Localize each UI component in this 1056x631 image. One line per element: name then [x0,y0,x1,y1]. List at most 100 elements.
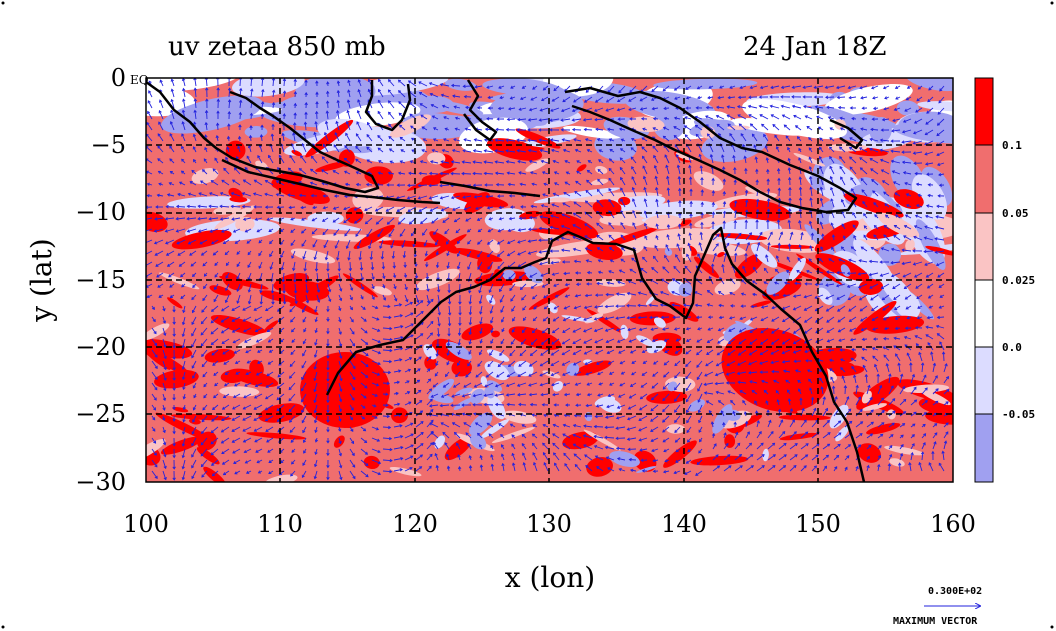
wind-vector [926,326,934,329]
wind-vector [506,139,516,142]
wind-vector [382,382,390,384]
wind-vector-head [336,99,340,103]
wind-vector-head [861,189,865,193]
wind-vector [734,242,740,252]
wind-vector-head [343,157,348,161]
wind-vector [439,184,450,187]
wind-vector [938,283,945,288]
wind-vector-head [847,297,851,301]
wind-vector [265,180,274,186]
wind-vector-head [631,257,635,261]
wind-vector-head [913,120,918,124]
wind-vector [767,198,770,208]
wind-vector [853,375,857,384]
wind-vector-head [313,389,317,393]
wind-vector-head [736,242,740,246]
wind-vector-head [708,410,712,414]
wind-vector [541,338,549,345]
wind-vector-head [739,85,743,90]
wind-vector [935,238,945,241]
wind-vector-head [146,193,150,198]
wind-vector [426,294,430,304]
wind-vector-head [597,259,601,263]
wind-vector [158,121,164,131]
wind-vector [407,195,417,199]
wind-vector [501,316,505,323]
wind-vector-head [663,116,667,121]
wind-vector [726,371,736,376]
wind-vector [849,166,857,175]
wind-vector [431,393,439,398]
wind-vector-head [583,305,588,310]
wind-vector [146,122,153,131]
wind-vector-head [901,261,905,266]
wind-vector [444,228,450,234]
wind-vector [278,360,285,366]
wind-vector-head [790,231,794,235]
wind-vector-head [894,85,899,90]
wind-vector [663,145,670,153]
wind-vector-head [439,196,443,200]
wind-vector [210,316,219,324]
wind-vector-head [426,288,430,292]
wind-vector [891,150,901,153]
wind-vector [858,283,868,289]
wind-vector-head [604,304,608,309]
wind-vector-head [428,196,432,200]
wind-vector-head [158,121,162,125]
wind-vector [277,371,285,378]
wind-vector-head [454,127,458,131]
wind-vector-head [311,218,315,222]
wind-vector [324,132,329,142]
wind-vector [597,247,604,252]
wind-vector [685,360,692,367]
wind-vector-head [531,413,535,417]
wind-vector-head [221,229,225,233]
wind-vector-head [697,253,701,257]
wind-vector-head [505,128,510,132]
wind-vector-head [594,414,598,419]
wind-vector-head [248,134,253,139]
wind-vector-head [414,263,418,268]
wind-vector-head [225,262,229,267]
wind-vector-head [902,274,906,278]
wind-vector-head [739,390,743,394]
wind-vector-head [673,135,677,139]
wind-vector-head [304,111,308,115]
wind-vector [642,349,648,353]
wind-vector-head [377,351,382,355]
wind-vector-head [162,320,167,324]
wind-vector [212,168,219,175]
wind-vector-head [288,409,292,413]
wind-vector-head [837,308,841,312]
wind-vector-head [158,99,163,103]
wind-vector-head [705,115,709,119]
wind-vector-head [609,149,613,152]
wind-vector-head [265,396,269,400]
wind-vector-head [663,106,667,111]
wind-vector [695,125,703,131]
wind-vector [511,305,516,312]
wind-vector-head [662,397,666,402]
wind-vector-head [209,192,213,196]
wind-vector [749,327,758,333]
wind-vector-head [605,292,609,297]
wind-vector-head [697,388,701,392]
wind-vector [574,305,582,309]
wind-vector [918,352,923,362]
wind-vector-head [586,149,590,153]
wind-vector-head [429,92,433,96]
wind-vector-head [805,359,809,363]
wind-vector-head [914,399,918,403]
wind-vector-head [808,165,813,170]
wind-vector [495,150,505,153]
vorticity-patch [161,95,263,134]
wind-vector [436,261,439,268]
wind-vector-head [855,384,859,388]
wind-vector-head [571,108,576,113]
wind-vector [860,96,868,99]
wind-vector-head [652,127,656,131]
wind-vector-head [488,217,492,221]
wind-vector [815,338,824,343]
wind-vector [212,404,219,410]
